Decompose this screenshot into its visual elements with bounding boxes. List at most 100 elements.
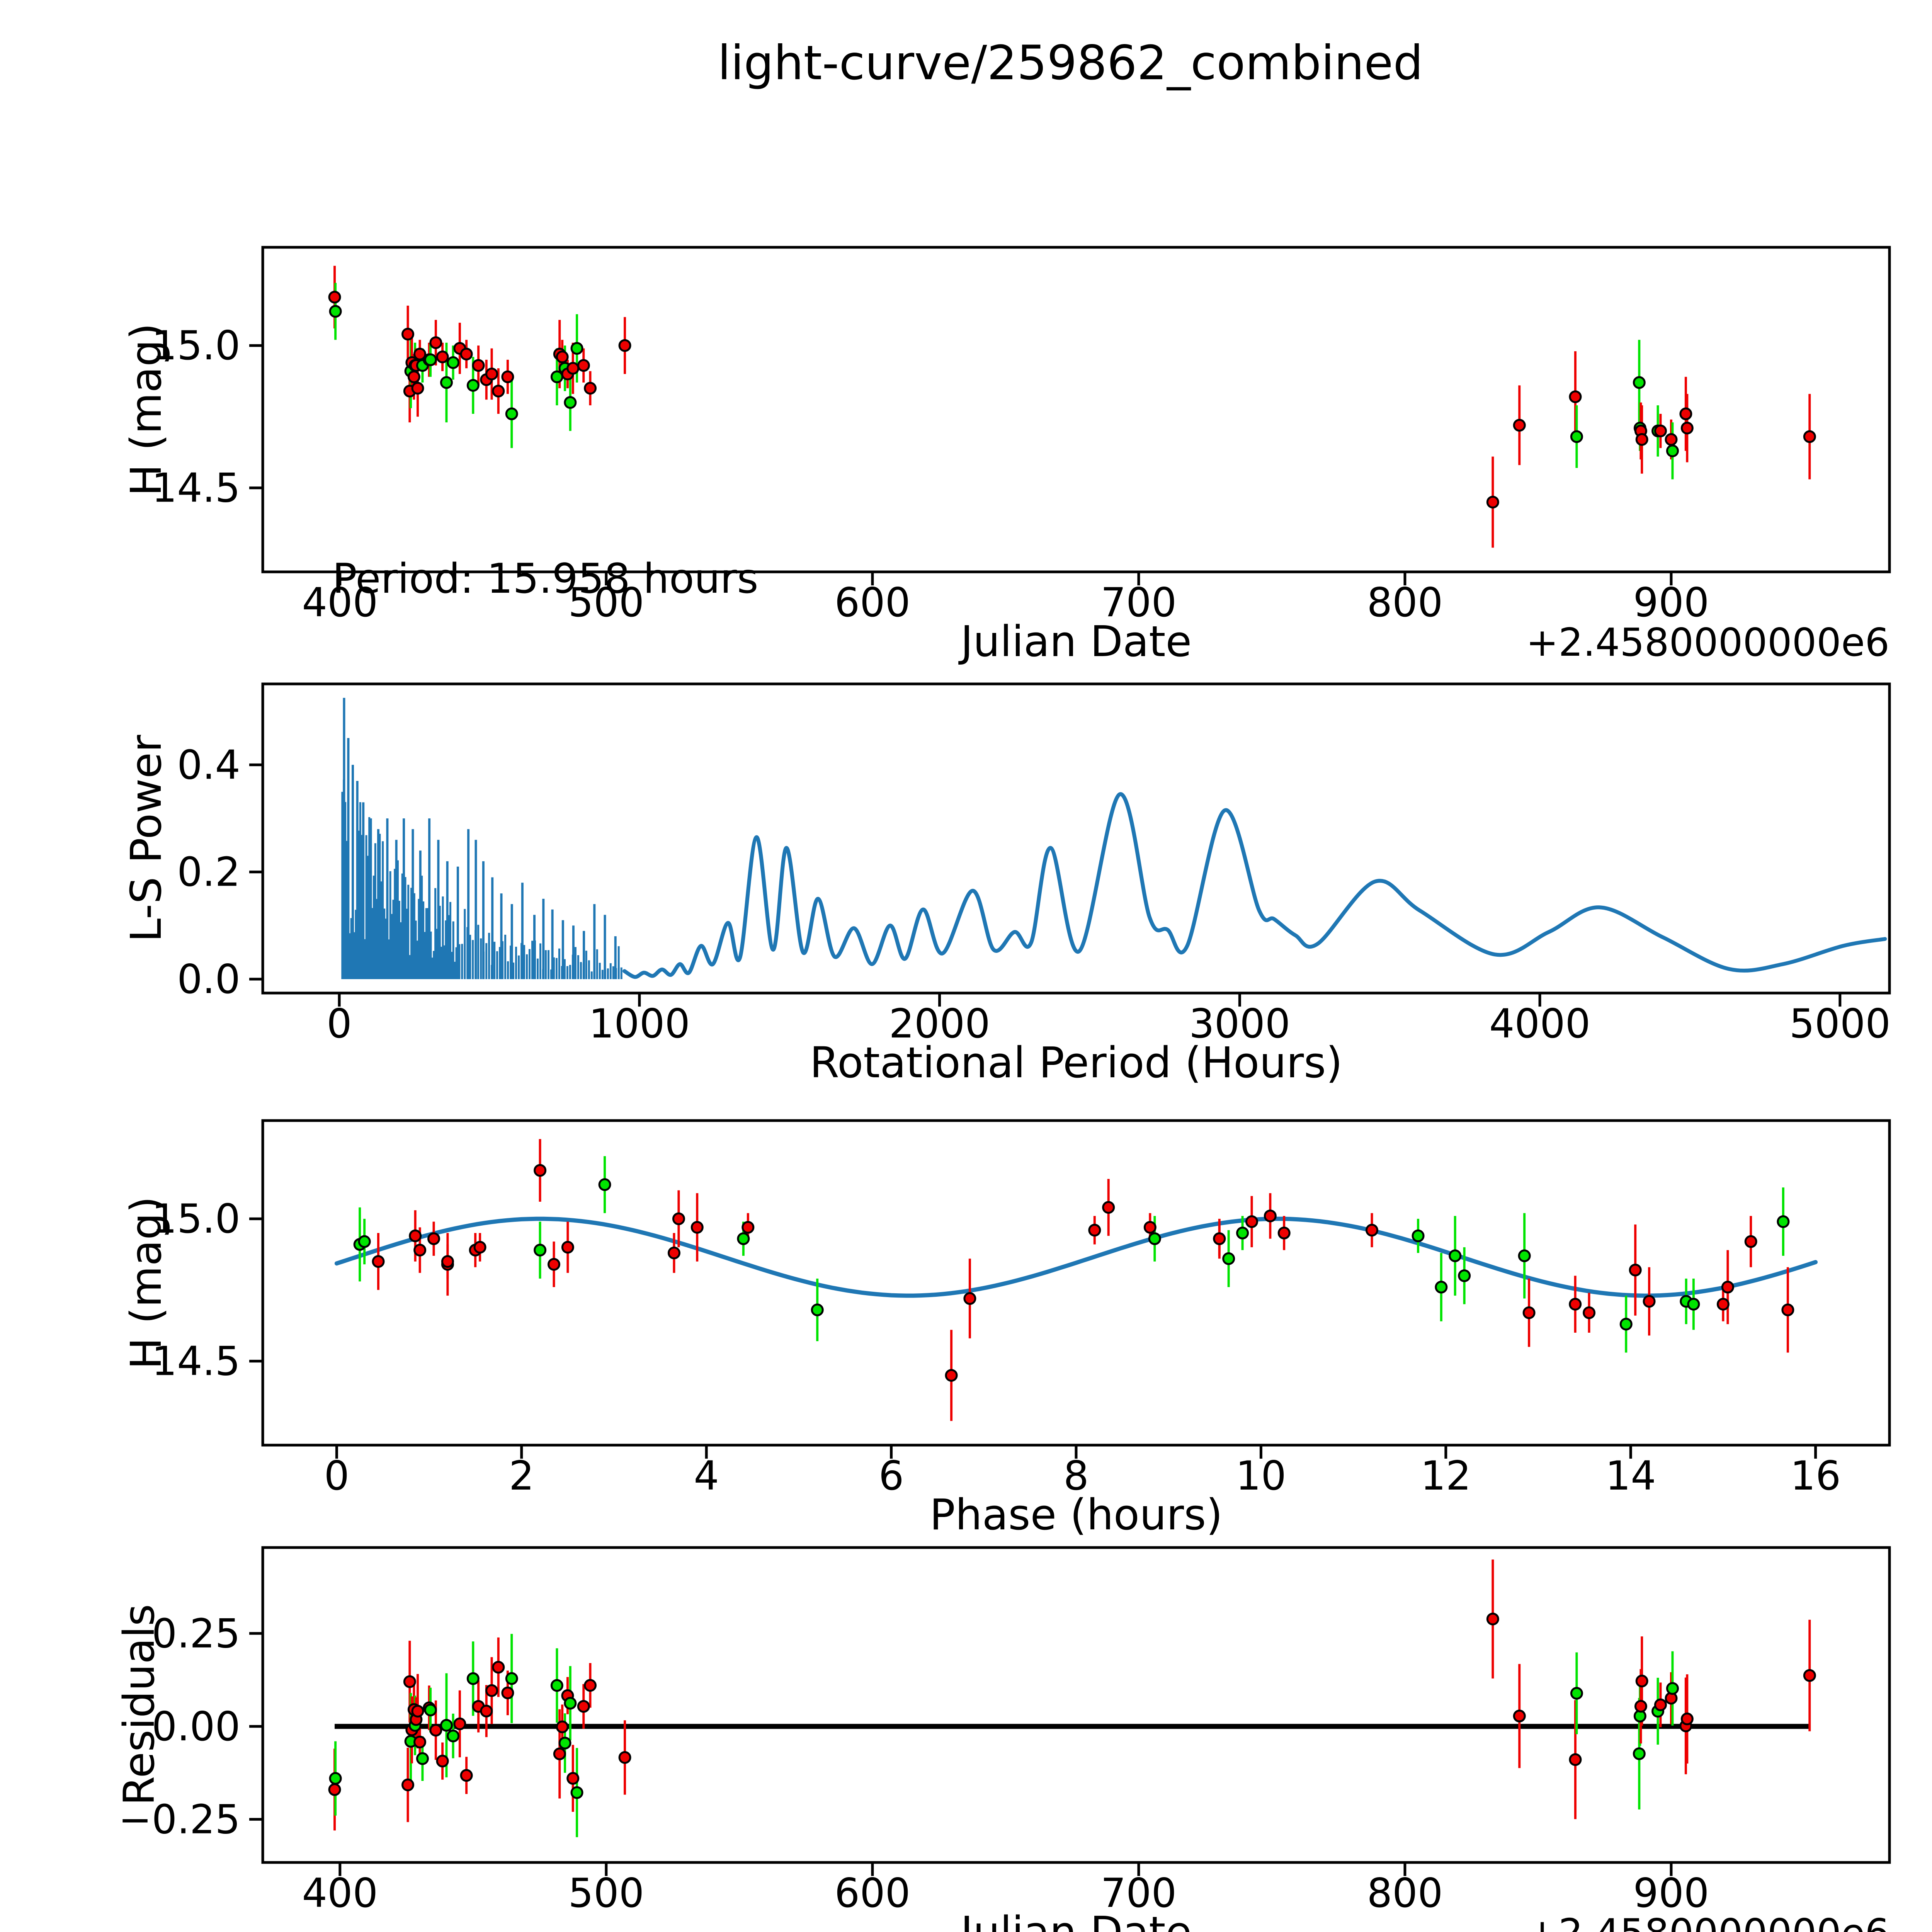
- data-point-red: [436, 1755, 449, 1768]
- panel-lightcurve-axis-offset: +2.4580000000e6: [1526, 620, 1889, 665]
- data-point-red: [1781, 1303, 1794, 1316]
- periodogram-axes: 0 1000 2000 3000 4000 5000 0.0 0.2 0.4: [177, 682, 1891, 1047]
- data-point-red: [501, 1686, 514, 1699]
- x-tick-label: 5000: [1789, 1001, 1891, 1047]
- axes-frame: [261, 1119, 1891, 1447]
- data-point-red: [1143, 1221, 1156, 1234]
- data-point-red: [1513, 419, 1526, 432]
- phase-markers: [353, 1164, 1794, 1382]
- x-tick-label: 4: [694, 1453, 719, 1499]
- y-tick-label: 0.25: [152, 1611, 240, 1657]
- data-point-red: [556, 1720, 569, 1733]
- data-point-red: [501, 370, 514, 383]
- y-tick-label: 0.2: [177, 849, 240, 896]
- y-tick-label: 15.0: [152, 1196, 240, 1242]
- panel-phase-xlabel: Phase (hours): [929, 1490, 1223, 1539]
- data-point-red: [411, 1705, 424, 1718]
- y-tick-label: 14.5: [152, 465, 240, 512]
- data-point-green: [564, 396, 577, 409]
- x-tick-label: 700: [1101, 1870, 1177, 1917]
- data-point-green: [1570, 1687, 1583, 1700]
- data-point-red: [485, 367, 498, 381]
- data-point-red: [1583, 1306, 1596, 1319]
- data-point-green: [1687, 1298, 1700, 1311]
- periodogram-noise: [341, 698, 622, 979]
- panel-residuals-xlabel: Julian Date: [960, 1907, 1192, 1932]
- data-point-red: [1569, 1753, 1582, 1766]
- data-point-green: [447, 356, 460, 369]
- residuals-axes: 400 500 600 700 800 900 0.25 0.00 −0.25: [118, 1546, 1891, 1917]
- x-tick-label: 800: [1367, 580, 1443, 626]
- data-point-red: [1629, 1264, 1642, 1277]
- data-point-red: [1513, 1709, 1526, 1723]
- data-point-red: [566, 1772, 580, 1785]
- data-point-red: [1643, 1295, 1656, 1308]
- data-point-green: [505, 1672, 518, 1685]
- figure-title: light-curve/259862_combined: [718, 36, 1423, 90]
- x-tick-label: 500: [568, 580, 645, 626]
- data-point-green: [447, 1730, 460, 1743]
- data-point-red: [401, 328, 415, 341]
- data-point-green: [737, 1232, 750, 1245]
- data-point-green: [1666, 1682, 1679, 1695]
- data-point-red: [1721, 1281, 1734, 1294]
- data-point-red: [413, 1243, 427, 1257]
- data-point-green: [534, 1243, 547, 1257]
- lightcurve-markers: [328, 291, 1816, 509]
- data-point-red: [742, 1221, 755, 1234]
- data-point-green: [564, 1697, 577, 1710]
- data-point-green: [329, 1772, 342, 1785]
- data-point-red: [1803, 430, 1816, 443]
- panel-periodogram-xlabel: Rotational Period (Hours): [810, 1038, 1343, 1087]
- data-point-red: [453, 1717, 466, 1730]
- data-point-green: [466, 1672, 480, 1685]
- data-point-green: [1148, 1232, 1161, 1245]
- data-point-red: [492, 384, 505, 398]
- data-point-green: [550, 1679, 563, 1692]
- data-point-green: [1412, 1229, 1425, 1242]
- data-point-green: [1458, 1269, 1471, 1282]
- data-point-red: [1365, 1224, 1378, 1237]
- y-tick-label: 0.0: [177, 956, 240, 1003]
- data-point-red: [1679, 407, 1692, 420]
- data-point-red: [460, 1769, 473, 1782]
- data-point-red: [472, 359, 485, 372]
- data-point-red: [561, 1241, 574, 1254]
- x-tick-label: 400: [302, 580, 378, 626]
- data-point-green: [1518, 1249, 1531, 1262]
- data-point-red: [945, 1369, 958, 1382]
- data-point-red: [1245, 1215, 1258, 1228]
- axes-frame: [261, 682, 1891, 995]
- data-point-red: [618, 339, 631, 352]
- data-point-green: [358, 1235, 371, 1248]
- x-tick-label: 0: [324, 1453, 350, 1499]
- data-point-red: [584, 1679, 597, 1692]
- y-tick-label: 14.5: [152, 1338, 240, 1385]
- data-point-red: [1803, 1669, 1816, 1682]
- y-tick-label: −0.25: [118, 1796, 240, 1843]
- data-point-green: [558, 1736, 571, 1750]
- x-tick-label: 900: [1633, 1870, 1709, 1917]
- data-point-green: [424, 353, 437, 366]
- data-point-green: [1666, 444, 1679, 457]
- data-point-red: [556, 350, 569, 364]
- panel-residuals-axis-offset: +2.4580000000e6: [1526, 1910, 1889, 1932]
- data-point-red: [963, 1292, 976, 1305]
- data-point-green: [424, 1703, 437, 1716]
- data-point-red: [1486, 1612, 1499, 1626]
- data-point-green: [1449, 1249, 1462, 1262]
- x-tick-label: 14: [1605, 1453, 1656, 1499]
- data-point-red: [1088, 1224, 1101, 1237]
- x-tick-label: 4000: [1489, 1001, 1590, 1047]
- data-point-red: [460, 347, 473, 361]
- data-point-red: [403, 1675, 416, 1688]
- x-tick-label: 0: [327, 1001, 352, 1047]
- data-point-red: [553, 1747, 566, 1760]
- data-point-green: [811, 1303, 824, 1316]
- panel-lightcurve-xlabel: Julian Date: [960, 617, 1192, 666]
- data-point-red: [328, 1783, 341, 1796]
- data-point-red: [1744, 1235, 1757, 1248]
- data-point-red: [577, 359, 590, 372]
